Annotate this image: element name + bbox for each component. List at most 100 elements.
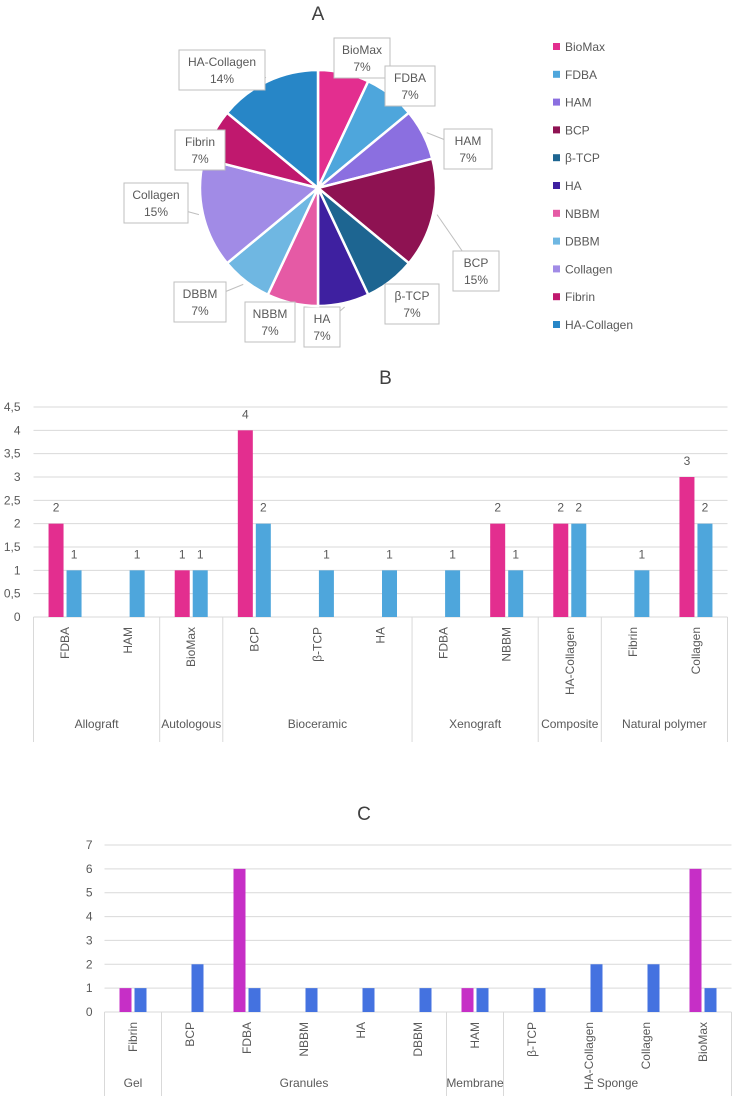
chart-title: A <box>312 4 325 25</box>
x-tick-label: HA-Collagen <box>563 627 577 695</box>
y-tick-label: 3 <box>86 933 93 947</box>
x-tick-label: FDBA <box>58 627 72 659</box>
bar-series-1 <box>490 523 506 617</box>
pie-chart-a: A BioMax 7% FDBA 7% HAM 7% BCP 15% β-TCP 7% HA 7% NBB… <box>123 4 633 348</box>
legend-item: NBBM <box>553 207 600 221</box>
group-label: Xenograft <box>449 717 502 731</box>
legend-item: Collagen <box>553 262 612 276</box>
bar-series-2 <box>704 988 717 1012</box>
legend-label: BCP <box>565 123 590 137</box>
legend-swatch <box>553 209 560 217</box>
data-label: 1 <box>179 547 186 561</box>
data-label-percent: 14% <box>210 72 234 86</box>
bar-series-2 <box>647 964 660 1012</box>
legend-item: FDBA <box>553 68 597 82</box>
bar-series-2 <box>192 570 208 617</box>
bar-series-1 <box>174 570 190 617</box>
x-tick-label: DBBM <box>411 1022 425 1057</box>
x-tick-label: BioMax <box>184 627 198 667</box>
legend-item: HA <box>553 179 582 193</box>
data-label-name: β-TCP <box>395 289 430 303</box>
data-label-box <box>384 283 440 325</box>
bar-series-2 <box>445 570 461 617</box>
bar-series-1 <box>119 988 132 1012</box>
bar-series-2 <box>571 523 587 617</box>
x-tick-label: BioMax <box>696 1022 710 1062</box>
legend-label: HA-Collagen <box>565 318 633 332</box>
bar-series-1 <box>48 523 64 617</box>
bar-series-2 <box>590 964 603 1012</box>
x-tick-label: HA <box>354 1022 368 1039</box>
group-label: Composite <box>541 717 599 731</box>
bar-series-1 <box>461 988 474 1012</box>
bar-series-2 <box>476 988 489 1012</box>
data-label-name: Fibrin <box>185 135 215 149</box>
x-tick-label: Collagen <box>689 627 703 674</box>
data-label: 3 <box>684 454 691 468</box>
data-label-name: HA-Collagen <box>188 55 256 69</box>
data-label-box <box>178 49 266 91</box>
legend-label: HA <box>565 179 582 193</box>
x-tick-label: HAM <box>468 1022 482 1049</box>
bar-series-2 <box>191 964 204 1012</box>
data-label: 1 <box>323 547 330 561</box>
y-tick-label: 1 <box>86 981 93 995</box>
legend-swatch <box>553 321 560 328</box>
legend-item: BioMax <box>553 40 605 54</box>
bar-series-2 <box>318 570 334 617</box>
bar-series-1 <box>679 477 695 617</box>
bar-series-2 <box>533 988 546 1012</box>
legend-swatch <box>553 154 560 162</box>
data-label-percent: 7% <box>401 88 419 102</box>
bar-series-2 <box>697 523 713 617</box>
y-tick-label: 0 <box>86 1005 93 1019</box>
legend-swatch <box>553 182 560 189</box>
bar-series-1 <box>233 868 246 1012</box>
bar-series-1 <box>553 523 569 617</box>
y-tick-label: 3,5 <box>4 447 21 461</box>
legend-label: HAM <box>565 96 592 110</box>
legend-swatch <box>553 237 560 245</box>
data-label: 2 <box>494 501 501 515</box>
x-tick-label: Collagen <box>639 1022 653 1069</box>
x-tick-label: Fibrin <box>626 627 640 657</box>
x-tick-label: Fibrin <box>126 1022 140 1052</box>
bar-series-2 <box>129 570 145 617</box>
pie-slice <box>315 157 438 265</box>
legend-label: Collagen <box>565 262 612 276</box>
chart-title: B <box>379 368 392 389</box>
group-label: Natural polymer <box>622 717 707 731</box>
bar-series-1 <box>237 430 253 617</box>
legend-swatch <box>553 126 560 134</box>
group-label: Sponge <box>597 1076 639 1090</box>
data-label: 2 <box>702 501 709 515</box>
data-label-percent: 15% <box>464 273 488 287</box>
x-tick-label: NBBM <box>297 1022 311 1057</box>
data-label-percent: 7% <box>459 151 477 165</box>
legend-swatch <box>553 293 560 301</box>
legend-item: β-TCP <box>553 151 600 165</box>
y-tick-label: 6 <box>86 862 93 876</box>
data-label: 1 <box>71 547 78 561</box>
data-label-name: FDBA <box>394 71 426 85</box>
legend-item: BCP <box>553 123 590 137</box>
data-label-box <box>303 306 341 348</box>
bar-series-2 <box>248 988 261 1012</box>
x-tick-label: β-TCP <box>525 1022 539 1057</box>
legend-swatch <box>553 70 560 78</box>
data-label-percent: 7% <box>261 324 279 338</box>
data-label-box <box>443 128 493 170</box>
data-label: 2 <box>53 501 60 515</box>
data-label-percent: 7% <box>313 329 331 343</box>
x-tick-label: NBBM <box>500 627 514 662</box>
y-tick-label: 2,5 <box>4 493 21 507</box>
data-label-name: BioMax <box>342 43 382 57</box>
y-tick-label: 1 <box>14 563 21 577</box>
bar-series-2 <box>508 570 524 617</box>
bar-series-2 <box>66 570 82 617</box>
bar-chart-c: C 0 1 2 3 4 5 6 7 Gel Granules Membrane Sponge Fibrin… <box>86 804 732 1096</box>
x-tick-label: FDBA <box>240 1022 254 1054</box>
data-label: 4 <box>242 407 249 421</box>
bar-series-2 <box>255 523 271 617</box>
legend-swatch <box>553 43 560 50</box>
